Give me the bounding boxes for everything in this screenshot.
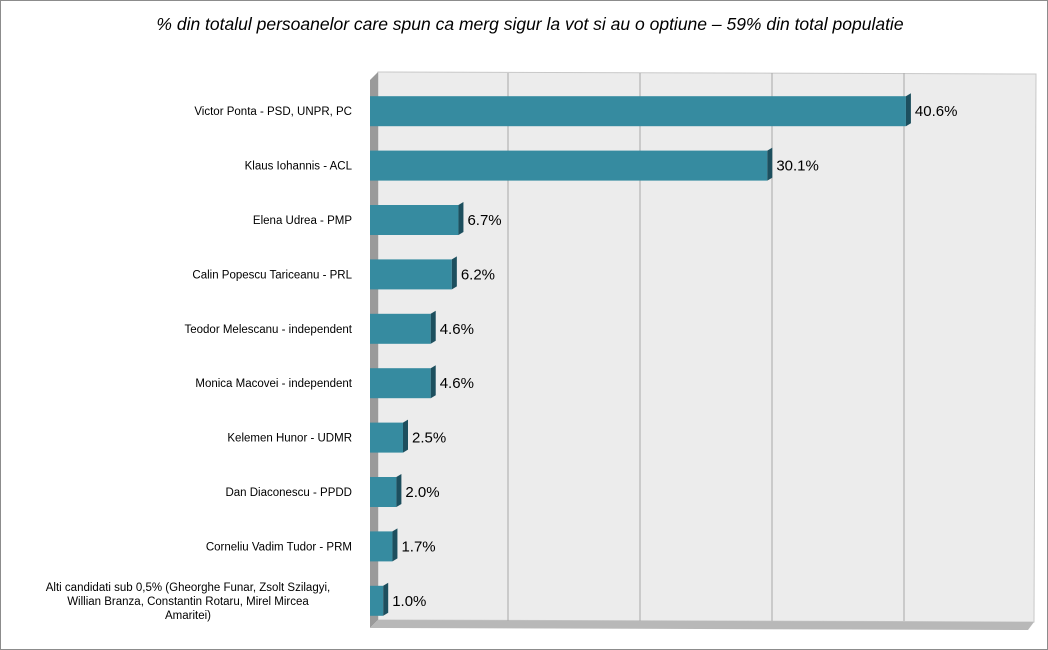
- data-label: 2.0%: [405, 484, 439, 501]
- bar-side: [451, 256, 457, 290]
- bar: [370, 477, 397, 507]
- chart-title: % din totalul persoanelor care spun ca m…: [156, 14, 904, 34]
- category-label: Elena Udrea - PMP: [253, 215, 352, 227]
- bar-side: [403, 419, 408, 453]
- bar-side: [905, 93, 911, 127]
- category-label: Kelemen Hunor - UDMR: [227, 433, 352, 445]
- bar: [370, 531, 393, 562]
- data-label: 30.1%: [776, 158, 819, 175]
- category-label: Teodor Melescanu - independent: [184, 324, 352, 336]
- category-label: Willian Branza, Constantin Rotaru, Mirel…: [67, 596, 309, 608]
- data-label: 2.5%: [412, 430, 446, 447]
- bar-side: [430, 365, 436, 399]
- bar: [370, 259, 452, 290]
- data-label: 1.7%: [401, 538, 435, 555]
- data-label: 4.6%: [440, 321, 474, 338]
- category-label: Monica Macovei - independent: [195, 378, 352, 390]
- bar-side: [767, 147, 773, 181]
- bar: [370, 96, 906, 127]
- bar: [370, 422, 403, 453]
- data-label: 6.7%: [467, 212, 501, 229]
- category-label: Alti candidati sub 0,5% (Gheorghe Funar,…: [46, 582, 330, 594]
- bar-side: [396, 474, 402, 507]
- category-label: Klaus Iohannis - ACL: [245, 161, 353, 173]
- data-label: 1.0%: [392, 593, 426, 610]
- bar-side: [430, 310, 436, 344]
- bar-side: [383, 582, 389, 616]
- bar: [370, 150, 768, 181]
- bar-side: [458, 202, 464, 235]
- category-label: Corneliu Vadim Tudor - PRM: [206, 541, 352, 553]
- data-label: 40.6%: [915, 103, 958, 120]
- bar: [370, 313, 431, 344]
- category-label: Victor Ponta - PSD, UNPR, PC: [194, 106, 352, 118]
- bar-side: [392, 528, 398, 562]
- category-label: Calin Popescu Tariceanu - PRL: [192, 269, 352, 281]
- data-label: 6.2%: [461, 266, 495, 283]
- category-label: Dan Diaconescu - PPDD: [225, 487, 352, 499]
- bar: [370, 368, 431, 399]
- bar: [370, 205, 459, 235]
- data-label: 4.6%: [440, 375, 474, 392]
- floor: [370, 620, 1034, 630]
- bar: [370, 585, 384, 616]
- category-label: Amaritei): [165, 610, 211, 622]
